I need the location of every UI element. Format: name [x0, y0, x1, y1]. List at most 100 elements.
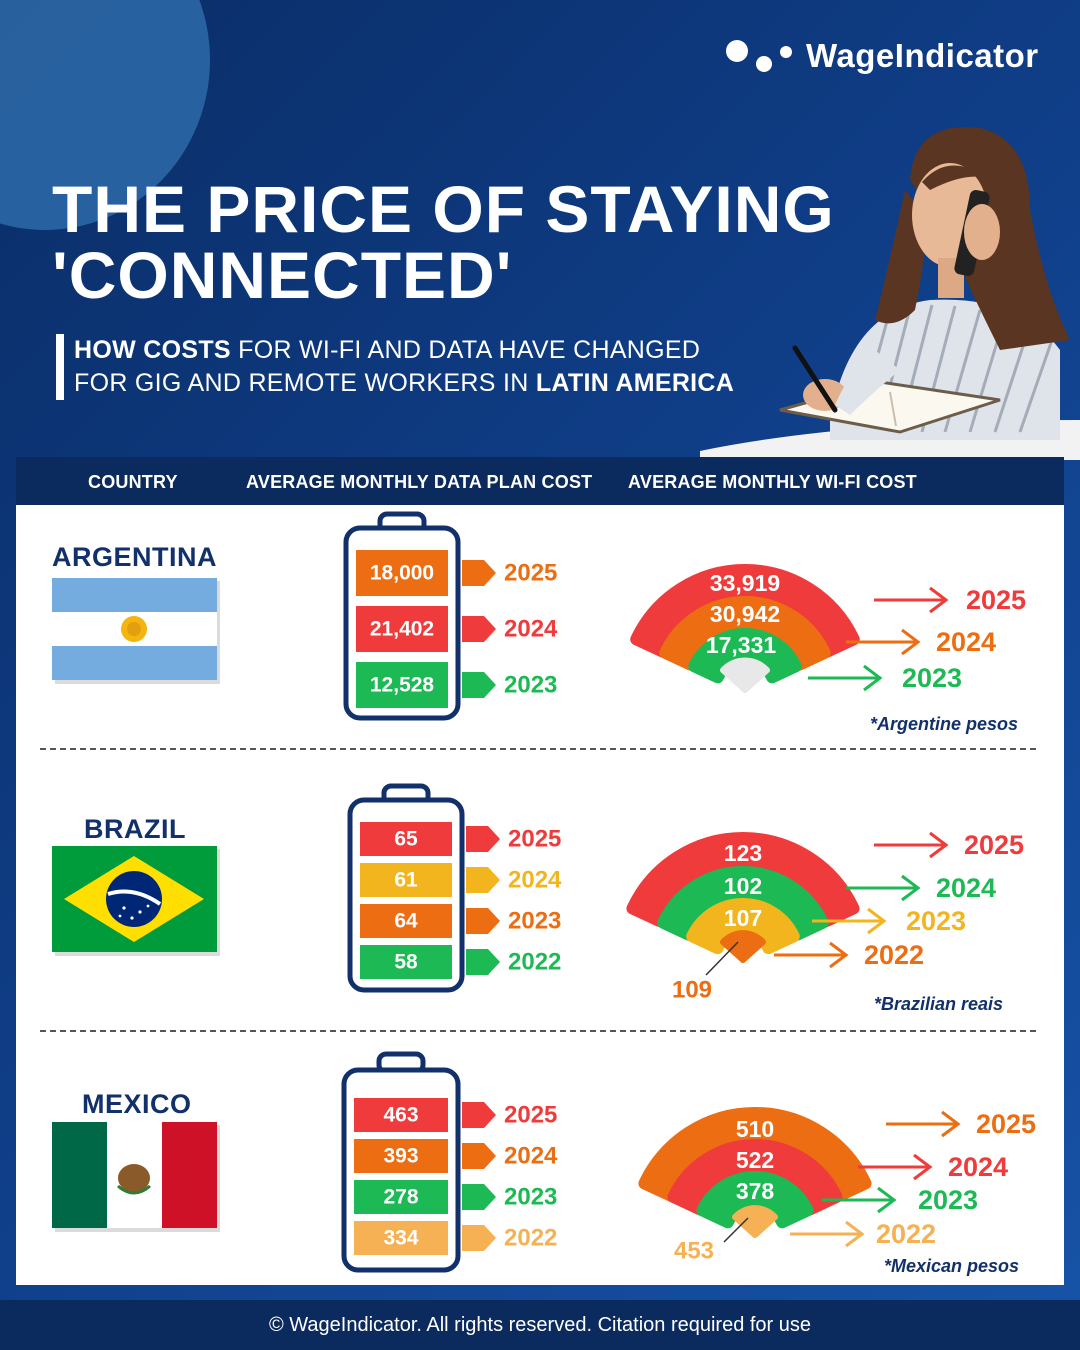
currency-note-mexico: *Mexican pesos: [884, 1256, 1020, 1276]
wifi-arrow-head: [829, 941, 849, 969]
data-plan-value: 61: [394, 869, 418, 892]
data-plan-bar: 61 2024: [360, 863, 562, 897]
wifi-year: 2024: [936, 873, 996, 903]
subtitle-bold-2: LATIN AMERICA: [535, 369, 735, 397]
data-plan-battery-mexico: 463 2025 393 2024 278 2023 334 2022: [341, 1051, 558, 1273]
data-plan-value: 18,000: [370, 562, 434, 585]
wifi-graphic-argentina: 33,919 30,942 17,331 2025 2024 2023: [630, 564, 1026, 693]
brazil-flag: [52, 846, 220, 956]
wifi-arrow-head: [901, 628, 921, 656]
wifi-arrow-head: [941, 1110, 961, 1138]
data-plan-year: 2025: [508, 826, 561, 853]
data-plan-year: 2022: [504, 1225, 557, 1252]
wifi-year: 2025: [976, 1109, 1036, 1139]
wifi-value: 17,331: [706, 632, 777, 658]
wifi-arrow-head: [929, 586, 949, 614]
data-plan-cell: [354, 1139, 448, 1173]
logo-text: WageIndicator: [806, 37, 1039, 74]
data-plan-year: 2022: [508, 949, 561, 976]
data-plan-cell: [354, 1098, 448, 1132]
data-plan-bar: 463 2025: [354, 1098, 557, 1132]
data-plan-year: 2025: [504, 560, 557, 587]
country-name-mexico: MEXICO: [82, 1089, 192, 1119]
wifi-arc: [696, 1171, 814, 1229]
data-plan-cell: [360, 945, 452, 979]
data-plan-battery-argentina: 18,000 2025 21,402 2024 12,528 2023: [343, 511, 558, 721]
country-name-brazil: BRAZIL: [84, 814, 186, 844]
data-plan-pointer: [466, 826, 500, 852]
data-plan-year: 2024: [508, 867, 562, 894]
data-plan-cell: [354, 1221, 448, 1255]
footer-copyright: © WageIndicator. All rights reserved. Ci…: [0, 1300, 1080, 1350]
wifi-arrow-head: [877, 1186, 897, 1214]
logo-dots-icon: [726, 36, 796, 76]
subtitle: HOW COSTS FOR WI-FI AND DATA HAVE CHANGE…: [74, 334, 734, 400]
data-plan-bar: 64 2023: [360, 904, 561, 938]
currency-note-brazil: *Brazilian reais: [874, 994, 1004, 1014]
data-plan-battery-brazil: 65 2025 61 2024 64 2023 58 2022: [347, 783, 562, 993]
subtitle-bold-1: HOW COSTS: [74, 336, 231, 364]
wifi-value: 107: [724, 905, 762, 931]
data-plan-value: 21,402: [370, 618, 434, 641]
wifi-dot: [720, 930, 766, 963]
wifi-year: 2025: [964, 830, 1024, 860]
wifi-value: 123: [724, 840, 762, 866]
data-plan-value: 65: [394, 828, 418, 851]
data-plan-value: 58: [394, 951, 418, 974]
data-plan-cell: [356, 662, 448, 708]
column-header-data-plan: AVERAGE MONTHLY DATA PLAN COST: [246, 472, 593, 492]
data-plan-bar: 278 2023: [354, 1180, 557, 1214]
wifi-arrow-head: [867, 907, 887, 935]
data-plan-cell: [360, 822, 452, 856]
title-line-1: THE PRICE OF STAYING: [52, 172, 835, 246]
data-plan-pointer: [462, 1143, 496, 1169]
title-line-2: 'CONNECTED': [52, 238, 513, 312]
data-plan-value: 64: [394, 910, 418, 933]
wifi-dot-value: 109: [672, 977, 712, 1004]
wifi-dot-value: 453: [674, 1238, 714, 1265]
column-header-wifi: AVERAGE MONTHLY WI-FI COST: [628, 472, 917, 492]
data-plan-year: 2023: [504, 672, 557, 699]
data-plan-pointer: [462, 1184, 496, 1210]
data-plan-year: 2025: [504, 1102, 557, 1129]
data-plan-pointer: [466, 867, 500, 893]
wifi-year: 2024: [936, 627, 996, 657]
data-plan-bar: 12,528 2023: [356, 662, 557, 708]
wifi-value: 510: [736, 1116, 774, 1142]
wifi-year: 2022: [864, 940, 924, 970]
data-plan-cell: [356, 606, 448, 652]
data-plan-bar: 65 2025: [360, 822, 561, 856]
wifi-arrow-head: [901, 874, 921, 902]
data-plan-value: 463: [383, 1104, 418, 1127]
data-plan-bar: 21,402 2024: [356, 606, 558, 652]
data-plan-bar: 58 2022: [360, 945, 561, 979]
wifi-dot-leader: [705, 941, 739, 976]
data-plan-pointer: [462, 672, 496, 698]
section-divider: [40, 748, 1036, 750]
wifi-dot: [720, 657, 770, 693]
wifi-arrow-head: [913, 1153, 933, 1181]
wifi-value: 102: [724, 873, 762, 899]
wifi-value: 522: [736, 1147, 774, 1173]
wifi-year: 2025: [966, 585, 1026, 615]
data-plan-year: 2023: [504, 1184, 557, 1211]
column-header-country: COUNTRY: [88, 472, 178, 492]
wifi-year: 2023: [918, 1185, 978, 1215]
wifi-arrow-head: [929, 831, 949, 859]
data-plan-pointer: [466, 908, 500, 934]
data-plan-bar: 18,000 2025: [356, 550, 557, 596]
wifi-year: 2022: [876, 1219, 936, 1249]
country-name-argentina: ARGENTINA: [52, 542, 217, 572]
page-title: THE PRICE OF STAYING 'CONNECTED': [52, 176, 835, 308]
data-plan-bar: 334 2022: [354, 1221, 557, 1255]
subtitle-text-1: FOR WI-FI AND DATA HAVE CHANGED: [230, 336, 701, 364]
data-plan-cell: [356, 550, 448, 596]
data-plan-cell: [360, 904, 452, 938]
subtitle-accent-bar: [56, 334, 64, 400]
data-plan-cell: [354, 1180, 448, 1214]
data-plan-pointer: [462, 616, 496, 642]
data-plan-value: 278: [383, 1186, 418, 1209]
